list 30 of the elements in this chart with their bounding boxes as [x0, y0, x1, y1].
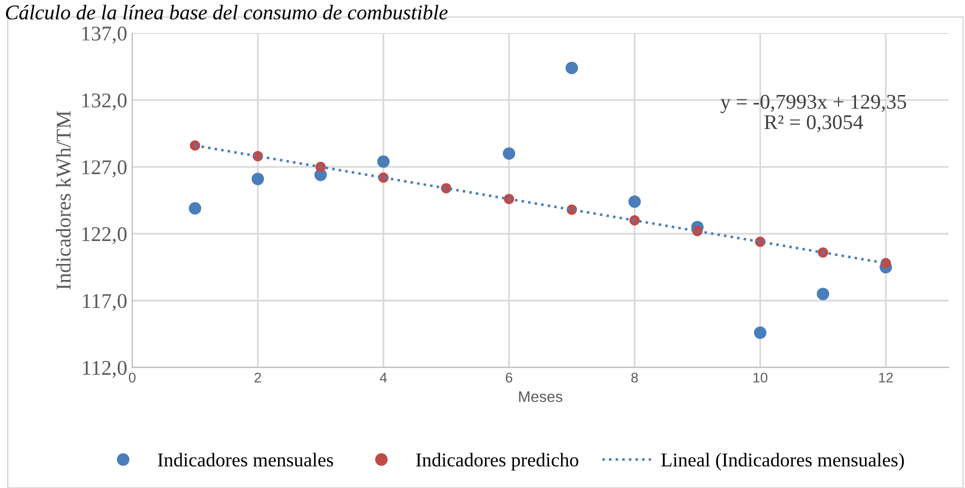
x-tick-label: 0 [128, 372, 136, 383]
legend-label: Indicadores mensuales [158, 452, 334, 467]
y-tick-label: 117,0 [83, 294, 127, 312]
y-tick-label: 122,0 [82, 227, 127, 244]
x-tick-label: 4 [380, 372, 387, 382]
point [880, 258, 891, 268]
y-tick-label: 112,0 [83, 360, 127, 378]
x-tick-label: 2 [254, 372, 261, 382]
legend-label: Indicadores predicho [416, 452, 578, 470]
y-tick-label: 137,0 [82, 26, 127, 44]
point [754, 326, 766, 339]
point [252, 172, 264, 186]
legend-label: Lineal (Indicadores mensuales) [661, 452, 904, 470]
point [188, 202, 202, 215]
y-axis-title: Indicadores kWh/TM [56, 110, 71, 290]
x-tick-label: 8 [631, 372, 638, 383]
y-tick-label: 127,0 [82, 160, 127, 178]
point [816, 288, 830, 300]
point [377, 155, 390, 168]
annotation: y = -0,7993x + 129,35 R² = 0,3054 [720, 94, 906, 132]
chart-title: Cálculo de la línea base del consumo de combustible [6, 4, 448, 20]
x-axis-title: Meses [519, 391, 562, 402]
x-tick-label: 10 [754, 372, 768, 383]
x-tick-label: 6 [506, 372, 512, 383]
point [628, 195, 641, 208]
x-tick-label: 12 [879, 372, 893, 382]
point [818, 247, 828, 258]
point [566, 62, 578, 74]
y-tick-label: 132,0 [82, 93, 127, 110]
point [502, 147, 516, 160]
